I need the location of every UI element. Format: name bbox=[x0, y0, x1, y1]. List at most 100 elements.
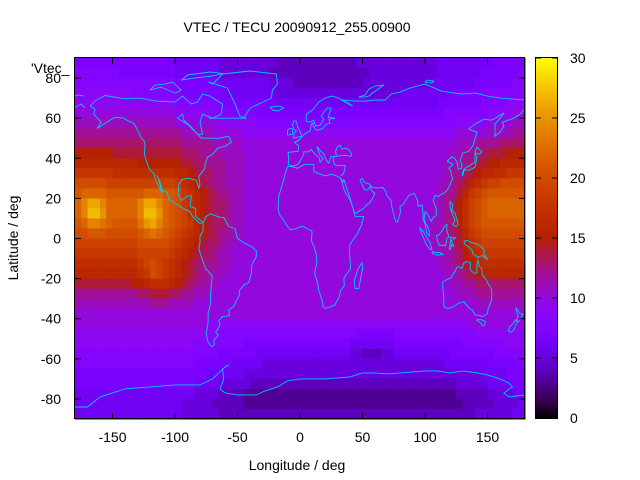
heatmap-cell bbox=[237, 228, 245, 240]
heatmap-cell bbox=[237, 368, 245, 380]
heatmap-cell bbox=[231, 118, 239, 129]
heatmap-cell bbox=[275, 188, 282, 199]
heatmap-cell bbox=[362, 228, 370, 240]
heatmap-cell bbox=[350, 168, 357, 179]
heatmap-cell bbox=[350, 58, 357, 69]
heatmap-cell bbox=[256, 358, 264, 370]
heatmap-cell bbox=[493, 228, 501, 240]
heatmap-cell bbox=[425, 138, 432, 149]
heatmap-cell bbox=[137, 408, 145, 420]
heatmap-cell bbox=[200, 198, 207, 210]
heatmap-cell bbox=[331, 388, 339, 400]
heatmap-cell bbox=[393, 168, 401, 179]
heatmap-cell bbox=[337, 378, 345, 390]
heatmap-cell bbox=[475, 58, 482, 69]
heatmap-cell bbox=[406, 398, 414, 410]
heatmap-cell bbox=[200, 148, 207, 159]
heatmap-cell bbox=[293, 298, 301, 310]
heatmap-cell bbox=[506, 408, 514, 420]
heatmap-cell bbox=[400, 228, 407, 240]
heatmap-cell bbox=[462, 108, 470, 119]
heatmap-cell bbox=[143, 218, 151, 230]
heatmap-cell bbox=[218, 158, 226, 169]
heatmap-cell bbox=[268, 158, 276, 169]
coastline bbox=[418, 227, 433, 250]
heatmap-cell bbox=[481, 128, 489, 139]
heatmap-cell bbox=[150, 258, 157, 270]
heatmap-cell bbox=[400, 408, 407, 420]
heatmap-cell bbox=[181, 218, 189, 230]
heatmap-cell bbox=[425, 358, 432, 370]
heatmap-cell bbox=[306, 58, 314, 69]
heatmap-cell bbox=[193, 408, 201, 420]
heatmap-cell bbox=[418, 58, 426, 69]
heatmap-cell bbox=[312, 268, 320, 280]
heatmap-cell bbox=[393, 248, 401, 260]
heatmap-cell bbox=[475, 358, 482, 370]
heatmap-cell bbox=[318, 68, 326, 79]
heatmap-cell bbox=[225, 238, 232, 250]
heatmap-cell bbox=[75, 178, 82, 189]
heatmap-cell bbox=[487, 128, 495, 139]
heatmap-cell bbox=[137, 248, 145, 260]
heatmap-cell bbox=[318, 148, 326, 159]
heatmap-cell bbox=[212, 118, 220, 129]
heatmap-cell bbox=[331, 98, 339, 109]
heatmap-cell bbox=[75, 188, 82, 199]
heatmap-cell bbox=[87, 178, 95, 189]
heatmap-cell bbox=[443, 408, 451, 420]
heatmap-cell bbox=[262, 128, 270, 139]
heatmap-cell bbox=[331, 348, 339, 360]
heatmap-cell bbox=[287, 348, 295, 360]
heatmap-cell bbox=[518, 88, 526, 99]
heatmap-cell bbox=[318, 348, 326, 360]
heatmap-cell bbox=[331, 368, 339, 380]
heatmap-cell bbox=[462, 188, 470, 199]
heatmap-cell bbox=[81, 68, 89, 79]
heatmap-cell bbox=[393, 178, 401, 189]
heatmap-cell bbox=[87, 158, 95, 169]
heatmap-cell bbox=[100, 258, 107, 270]
heatmap-cell bbox=[425, 328, 432, 340]
heatmap-cell bbox=[375, 148, 382, 159]
heatmap-cell bbox=[500, 208, 507, 220]
heatmap-cell bbox=[106, 158, 114, 169]
heatmap-cell bbox=[118, 348, 126, 360]
heatmap-cell bbox=[193, 148, 201, 159]
heatmap-cell bbox=[343, 58, 351, 69]
heatmap-cell bbox=[437, 318, 445, 330]
heatmap-cell bbox=[468, 358, 476, 370]
heatmap-cell bbox=[181, 328, 189, 340]
heatmap-cell bbox=[375, 168, 382, 179]
heatmap-cell bbox=[356, 298, 364, 310]
heatmap-cell bbox=[112, 78, 120, 89]
heatmap-cell bbox=[293, 128, 301, 139]
heatmap-cell bbox=[143, 258, 151, 270]
heatmap-cell bbox=[425, 228, 432, 240]
heatmap-cell bbox=[387, 378, 395, 390]
heatmap-cell bbox=[243, 358, 251, 370]
heatmap-cell bbox=[393, 308, 401, 320]
heatmap-cell bbox=[381, 288, 389, 300]
heatmap-cell bbox=[450, 408, 457, 420]
heatmap-cell bbox=[287, 178, 295, 189]
heatmap-cell bbox=[75, 258, 82, 270]
heatmap-cell bbox=[162, 218, 170, 230]
heatmap-cell bbox=[143, 88, 151, 99]
heatmap-cell bbox=[125, 408, 132, 420]
heatmap-cell bbox=[150, 338, 157, 350]
heatmap-cell bbox=[443, 168, 451, 179]
heatmap-cell bbox=[400, 188, 407, 199]
heatmap-cell bbox=[306, 108, 314, 119]
heatmap-cell bbox=[175, 298, 182, 310]
heatmap-cell bbox=[143, 328, 151, 340]
heatmap-cell bbox=[225, 248, 232, 260]
heatmap-cell bbox=[100, 238, 107, 250]
heatmap-cell bbox=[418, 228, 426, 240]
heatmap-cell bbox=[212, 128, 220, 139]
heatmap-cell bbox=[468, 68, 476, 79]
heatmap-cell bbox=[75, 58, 82, 69]
heatmap-cell bbox=[512, 398, 520, 410]
heatmap-cell bbox=[443, 58, 451, 69]
